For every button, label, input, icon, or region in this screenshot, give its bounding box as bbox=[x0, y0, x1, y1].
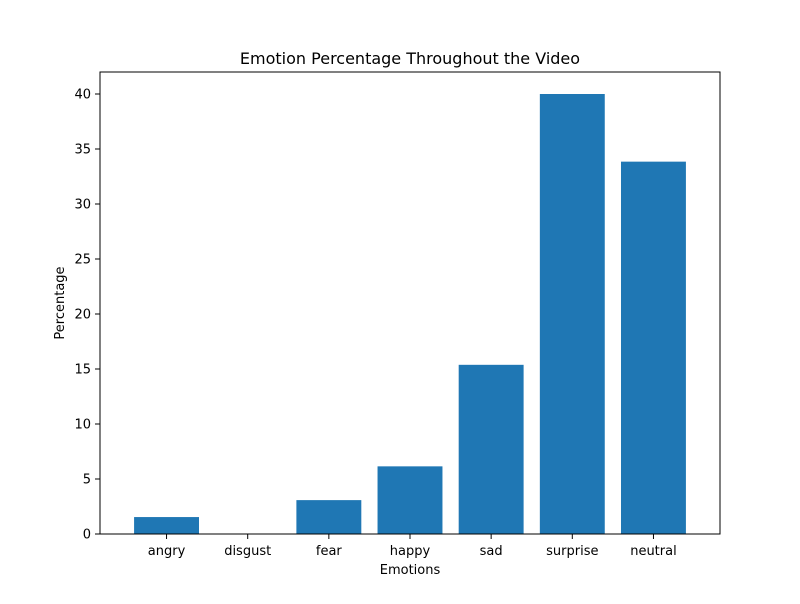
y-tick-label: 40 bbox=[74, 88, 91, 103]
y-tick-label: 25 bbox=[74, 253, 91, 268]
y-tick-label: 10 bbox=[74, 418, 91, 433]
bar-sad bbox=[458, 364, 524, 534]
bar-neutral bbox=[620, 161, 686, 534]
bars bbox=[134, 94, 686, 534]
x-axis-ticks: angry disgust fear happy sad surprise neutral bbox=[148, 534, 677, 559]
x-tick-label: disgust bbox=[224, 544, 271, 559]
bar-happy bbox=[377, 466, 443, 534]
x-tick-label: fear bbox=[316, 544, 343, 559]
x-tick-label: neutral bbox=[630, 544, 677, 559]
y-tick-label: 5 bbox=[83, 473, 91, 488]
x-tick-label: sad bbox=[480, 544, 503, 559]
bar-fear bbox=[296, 500, 362, 534]
y-tick-label: 20 bbox=[74, 308, 91, 323]
chart-title: Emotion Percentage Throughout the Video bbox=[240, 49, 580, 68]
x-tick-label: happy bbox=[390, 544, 431, 559]
y-tick-label: 15 bbox=[74, 363, 91, 378]
plot-frame bbox=[99, 71, 721, 535]
bar-angry bbox=[134, 517, 199, 534]
y-tick-label: 0 bbox=[83, 528, 91, 543]
y-tick-label: 30 bbox=[74, 198, 91, 213]
x-tick-label: angry bbox=[148, 544, 186, 559]
y-axis-label: Percentage bbox=[53, 266, 68, 339]
x-axis-label: Emotions bbox=[380, 563, 441, 578]
bar-surprise bbox=[539, 94, 605, 534]
y-tick-label: 35 bbox=[74, 143, 91, 158]
y-axis-ticks: 0 5 10 15 20 25 30 35 40 bbox=[74, 88, 100, 543]
x-tick-label: surprise bbox=[546, 544, 598, 559]
